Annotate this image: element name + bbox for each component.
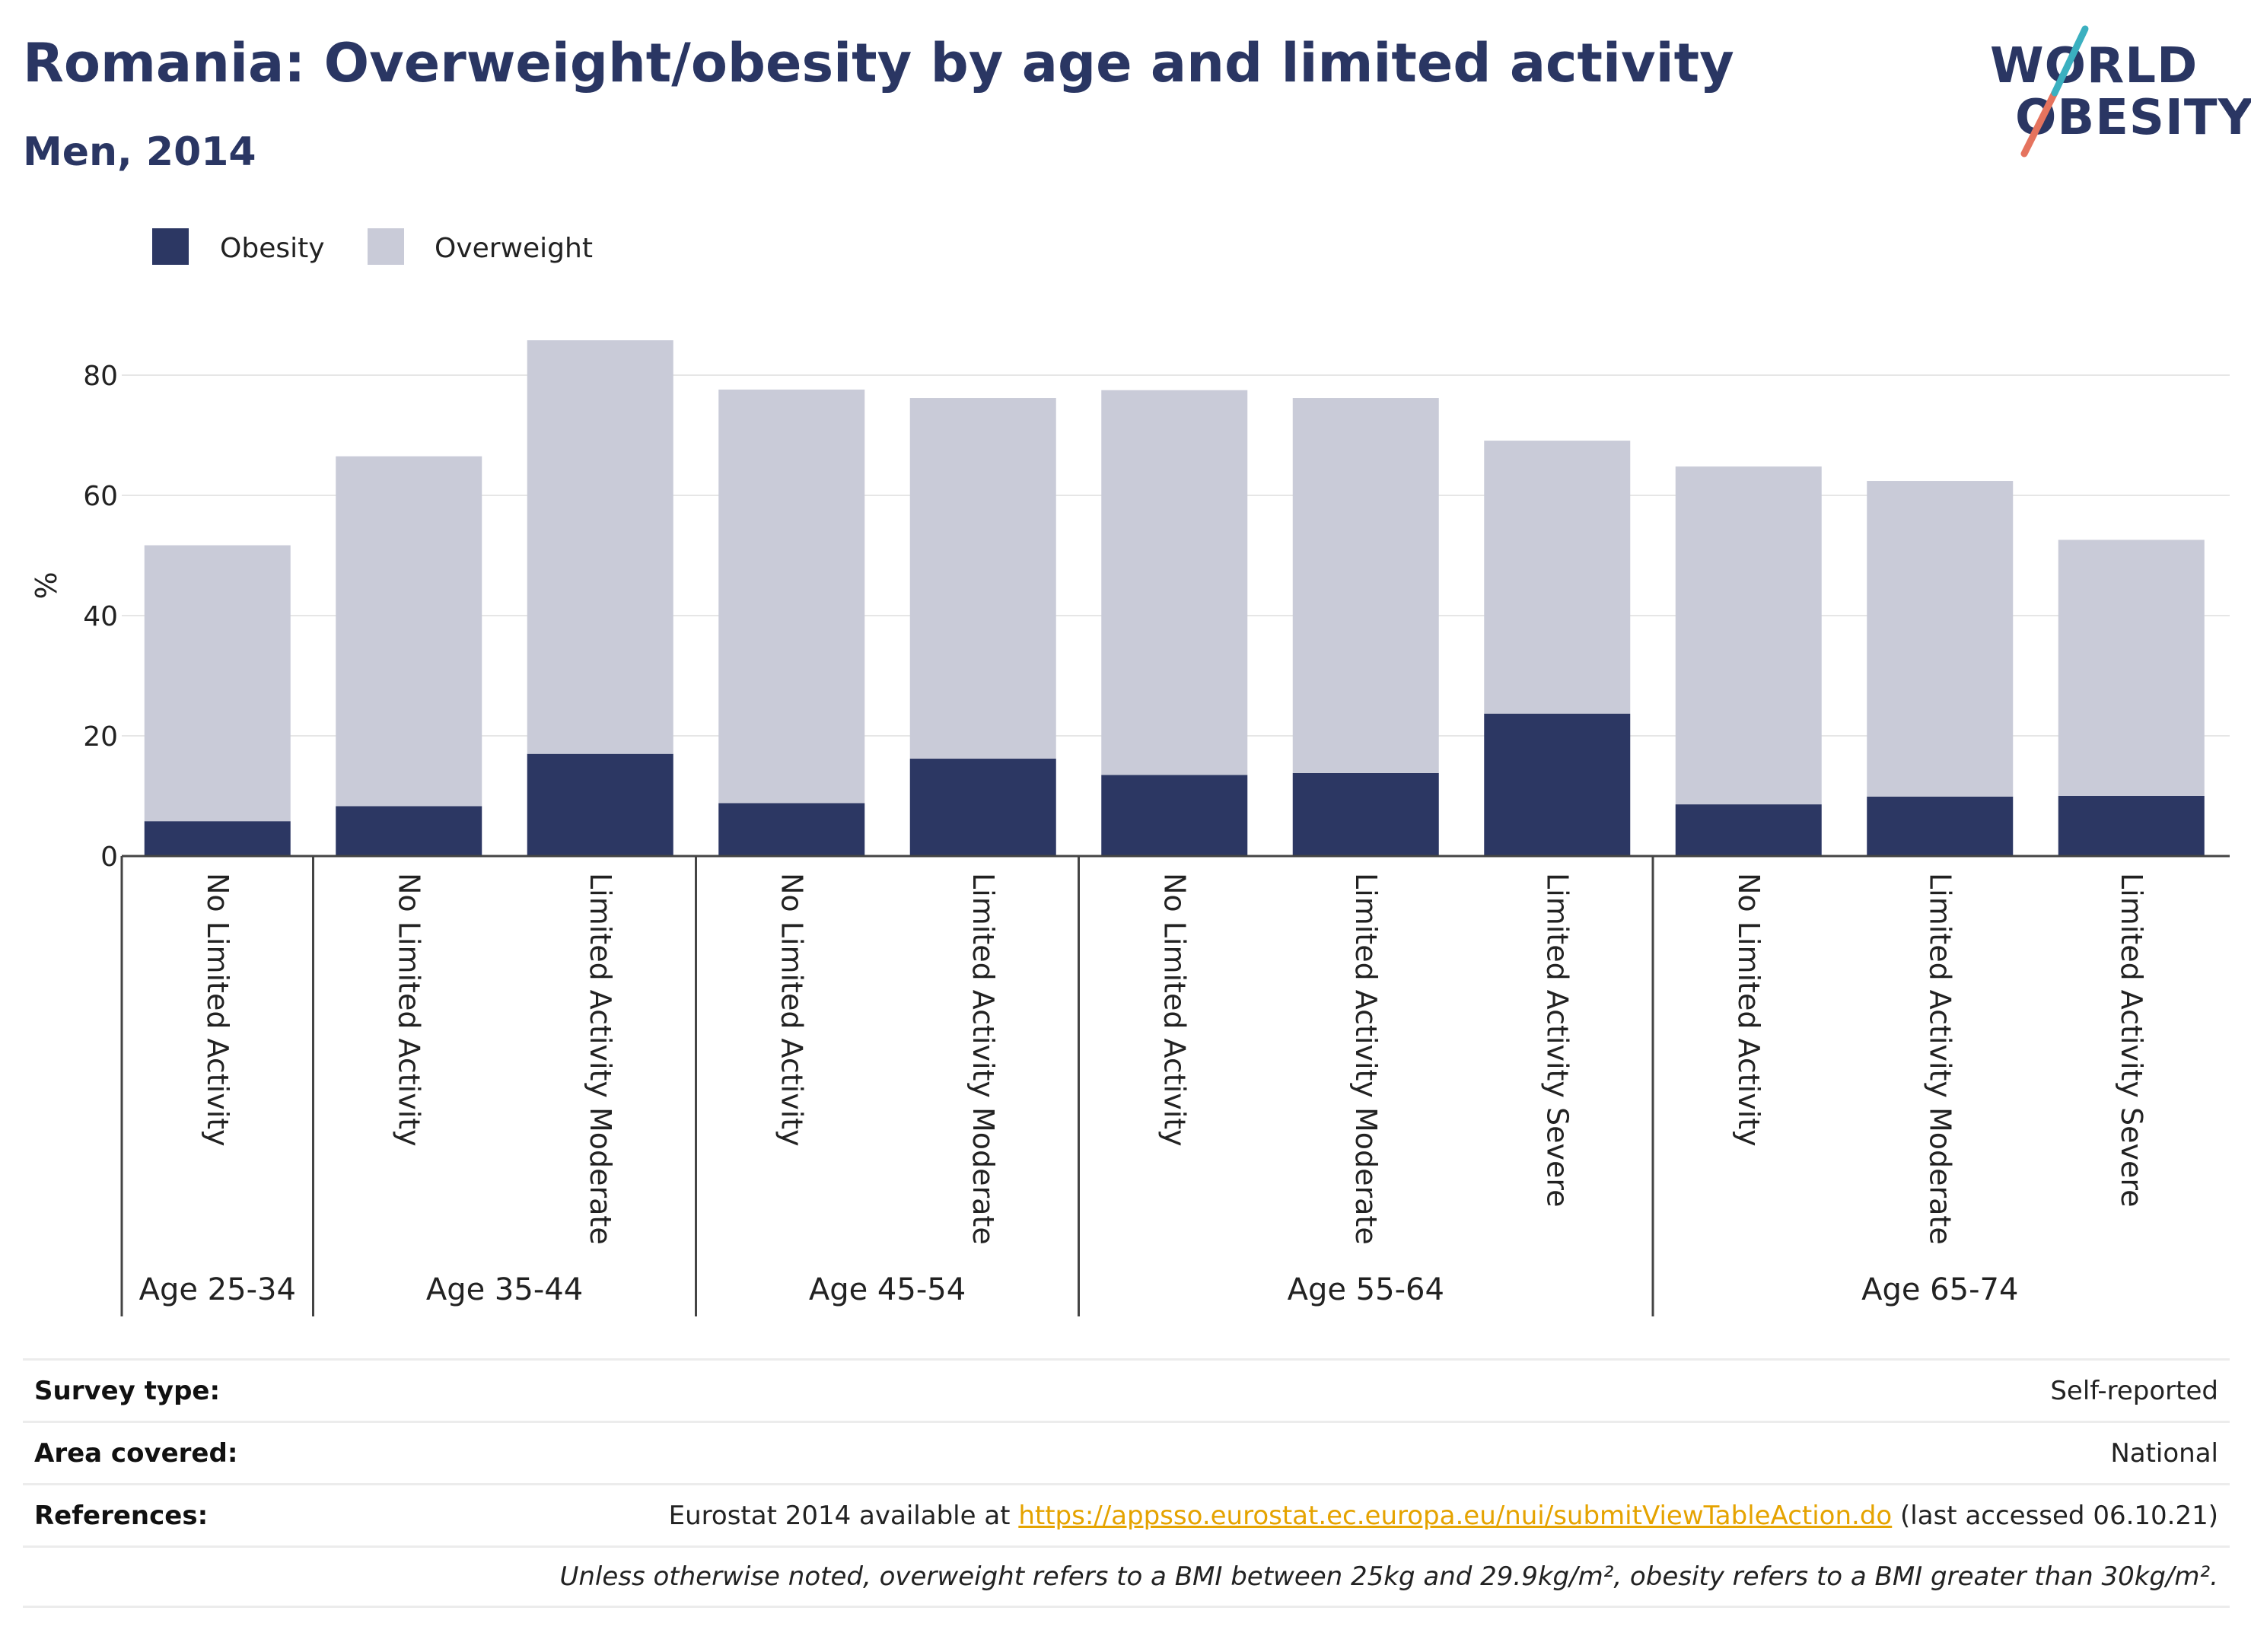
x-category-label: Limited Activity Moderate [1923,873,1956,1245]
x-category-label: No Limited Activity [775,873,808,1147]
bar-obesity-8 [1675,804,1822,856]
y-tick-label: 40 [83,601,118,632]
bar-overweight-4 [909,398,1056,759]
bar-overweight-2 [527,340,673,754]
y-axis-label: % [30,571,63,599]
bar-obesity-2 [527,753,673,856]
bar-obesity-6 [1292,772,1439,856]
x-category-label: No Limited Activity [1157,873,1191,1147]
x-category-label: No Limited Activity [1732,873,1765,1147]
bar-obesity-7 [1484,713,1631,856]
x-category-label: Limited Activity Moderate [584,873,617,1245]
references-suffix: (last accessed 06.10.21) [1892,1500,2218,1531]
references-link[interactable]: https://appsso.eurostat.ec.europa.eu/nui… [1018,1500,1893,1531]
footer-row-area: Area covered: National [23,1421,2230,1483]
bar-obesity-9 [1867,796,2014,856]
bar-obesity-4 [909,759,1056,856]
bar-overweight-9 [1867,481,2014,797]
bar-overweight-5 [1101,390,1248,775]
legend-label-obesity: Obesity [220,233,325,264]
x-category-label: Limited Activity Severe [2115,873,2148,1208]
footer-table: Survey type: Self-reported Area covered:… [23,1358,2230,1608]
footer-row-references: References: Eurostat 2014 available at h… [23,1483,2230,1545]
footer-row-survey: Survey type: Self-reported [23,1358,2230,1421]
y-tick-label: 0 [100,842,118,873]
bar-obesity-10 [2058,796,2205,856]
chart-title: Romania: Overweight/obesity by age and l… [23,32,1734,94]
x-category-label: Limited Activity Severe [1540,873,1574,1208]
bmi-definition-note: Unless otherwise noted, overweight refer… [559,1561,2218,1592]
logo-slash-icon [2020,25,2089,158]
legend-swatch-overweight [368,228,404,265]
bar-obesity-1 [336,806,482,856]
bar-overweight-7 [1484,441,1631,714]
area-covered-value: National [2110,1437,2218,1469]
bar-overweight-8 [1675,466,1822,805]
x-group-label: Age 45-54 [809,1272,966,1307]
x-group-label: Age 65-74 [1861,1272,2018,1307]
bar-obesity-3 [718,803,865,856]
legend-label-overweight: Overweight [435,233,593,264]
references-value: Eurostat 2014 available at https://appss… [669,1501,2218,1531]
references-prefix: Eurostat 2014 available at [668,1500,1019,1531]
bar-overweight-10 [2058,540,2205,796]
bar-overweight-1 [336,456,482,807]
bar-overweight-3 [718,389,865,804]
survey-type-label: Survey type: [34,1375,221,1406]
y-tick-label: 20 [83,721,118,753]
y-tick-label: 60 [83,481,118,512]
x-category-label: Limited Activity Moderate [1349,873,1383,1245]
x-group-label: Age 55-64 [1288,1272,1444,1307]
bar-obesity-5 [1101,775,1248,856]
chart-subtitle: Men, 2014 [23,129,256,175]
legend-swatch-obesity [152,228,189,265]
x-group-label: Age 25-34 [139,1272,296,1307]
bar-obesity-0 [144,821,291,856]
x-category-label: Limited Activity Moderate [966,873,1000,1245]
references-label: References: [34,1500,209,1531]
footer-row-note: Unless otherwise noted, overweight refer… [23,1545,2230,1608]
stacked-bar-chart: Obesity Overweight 0 20 40 60 80% No Limited Ac… [30,228,2230,1316]
world-obesity-logo: WORLD OBESITY [1979,23,2251,164]
area-covered-label: Area covered: [34,1437,238,1469]
x-category-label: No Limited Activity [392,873,425,1147]
bar-overweight-6 [1292,398,1439,773]
survey-type-value: Self-reported [2050,1375,2218,1406]
bar-overweight-0 [144,545,291,822]
logo-line-1: WORLD [1990,38,2198,94]
x-category-label: No Limited Activity [201,873,234,1147]
y-tick-label: 80 [83,361,118,392]
x-group-label: Age 35-44 [426,1272,583,1307]
